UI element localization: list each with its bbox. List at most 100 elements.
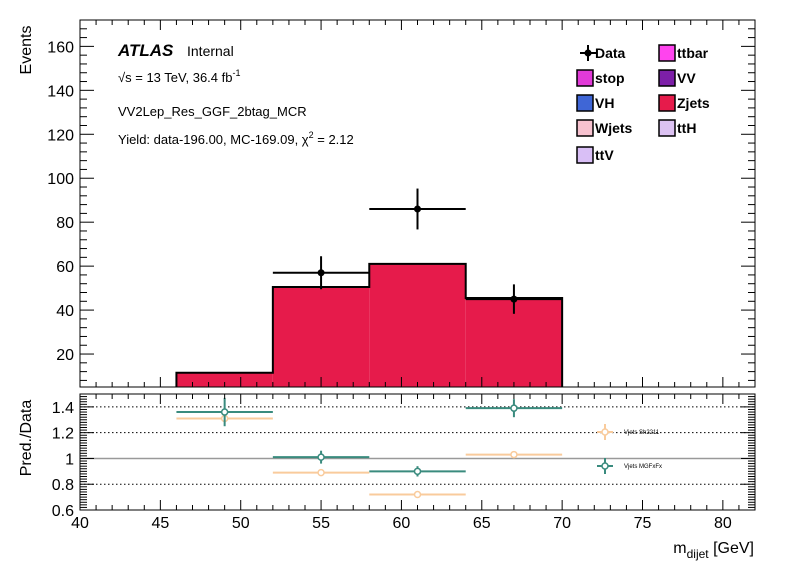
x-tick-label: 75 [634,515,652,532]
ratio-y-axis-label: Pred./Data [18,400,35,477]
x-axis-label-unit: [GeV] [709,540,754,557]
legend-item: stop [576,69,625,87]
ratio-point [465,399,563,418]
yield-sup: 2 [309,130,314,140]
legend-label: stop [595,70,625,86]
yield-tail: = 2.12 [314,132,354,147]
legend: Data ttbar stop VV VH Zjets Wjets ttH ttV [576,44,710,164]
legend-label: ttH [677,120,696,136]
ratio-points: Vjets Sh2211 Vjets MGFxFx [176,397,662,499]
stacked-histogram [175,262,564,387]
data-point [272,256,370,290]
energy-sup: -1 [232,68,240,78]
y-tick-label: 20 [56,347,74,364]
y-tick-label: 60 [56,259,74,276]
y-axis-label: Events [18,26,35,75]
ratio-y-tick-label: 1 [65,451,74,468]
y-tick-label: 100 [47,171,74,188]
ratio-legend-marker [601,462,609,470]
legend-label: Data [595,45,626,61]
legend-swatch [576,69,594,87]
x-tick-label: 60 [393,515,411,532]
legend-swatch [658,94,676,112]
x-tick-label: 50 [232,515,250,532]
legend-label: Zjets [677,95,710,111]
ratio-marker [413,467,422,476]
x-axis-label-main: m [673,540,686,557]
legend-item: VH [576,94,614,112]
legend-label: ttbar [677,45,709,61]
ratio-legend-label: Vjets MGFxFx [624,464,662,470]
legend-item: ttV [576,146,614,164]
energy-label: √s = 13 TeV, 36.4 fb-1 [118,68,241,85]
ratio-point [369,490,466,499]
legend-item: ttH [658,119,696,137]
legend-item: Wjets [576,119,633,137]
y-tick-label: 140 [47,83,74,100]
ratio-point [369,466,466,477]
ratio-y-tick-label: 0.8 [52,477,74,494]
x-tick-label: 55 [312,515,330,532]
atlas-label: ATLAS [117,41,174,60]
legend-swatch [576,119,594,137]
legend-item: VV [658,69,696,87]
x-tick-label: 40 [71,515,89,532]
legend-swatch [658,44,676,62]
atlas-status: Internal [187,43,234,59]
legend-data-marker [584,49,592,57]
histogram-bar [369,263,466,387]
ratio-marker [510,450,518,459]
legend-label: VH [595,95,614,111]
histogram-bar [272,287,370,387]
data-marker [414,205,421,213]
ratio-y-tick-label: 0.6 [52,503,74,520]
x-axis-label-sub: dijet [687,547,710,561]
ratio-point [176,397,273,427]
y-tick-label: 160 [47,39,74,56]
y-tick-label: 40 [56,303,74,320]
legend-item: Zjets [658,94,710,112]
ratio-legend-label: Vjets Sh2211 [624,430,660,436]
ratio-panel [80,406,755,485]
x-tick-label: 80 [714,515,732,532]
legend-swatch [576,146,594,164]
ratio-y-tick-label: 1.2 [52,426,74,443]
ratio-point [272,450,370,464]
y-tick-label: 80 [56,215,74,232]
legend-swatch [658,119,676,137]
x-tick-label: 65 [473,515,491,532]
ratio-marker [317,468,325,477]
ratio-series [176,414,563,499]
data-point [465,284,563,314]
ratio-frame: 0.6 0.8 1 1.2 1.4 40 45 50 55 60 65 70 75 80 [52,393,756,532]
x-tick-label: 70 [553,515,571,532]
y-tick-label: 120 [47,127,74,144]
yield-label: Yield: data-196.00, MC-169.09, χ2 = 2.12 [118,130,354,147]
ratio-legend-item: Vjets MGFxFx [597,458,662,474]
legend-label: ttV [595,147,614,163]
main-annotations: ATLAS Internal √s = 13 TeV, 36.4 fb-1 VV… [117,41,354,147]
legend-label: VV [677,70,696,86]
legend-label: Wjets [595,120,633,136]
region-label: VV2Lep_Res_GGF_2btag_MCR [118,104,307,119]
ratio-marker [317,453,325,461]
yield-text: Yield: data-196.00, MC-169.09, χ [118,132,309,147]
data-points [272,188,563,314]
legend-swatch [658,69,676,87]
legend-item: Data [580,45,626,61]
ratio-point [465,450,563,459]
ratio-legend-marker [601,428,609,436]
ratio-legend-item: Vjets Sh2211 [597,424,660,440]
ratio-marker [413,490,422,499]
legend-swatch [576,94,594,112]
ratio-marker [510,404,518,412]
histogram-bar [176,372,273,387]
ratio-point [272,468,370,477]
ratio-y-tick-label: 1.4 [52,400,74,417]
legend-item: ttbar [658,44,709,62]
ratio-marker [220,408,229,416]
main-frame: 20 40 60 80 100 120 140 160 [47,19,756,388]
data-marker [317,269,325,277]
sqrt-s: √s [118,70,132,85]
